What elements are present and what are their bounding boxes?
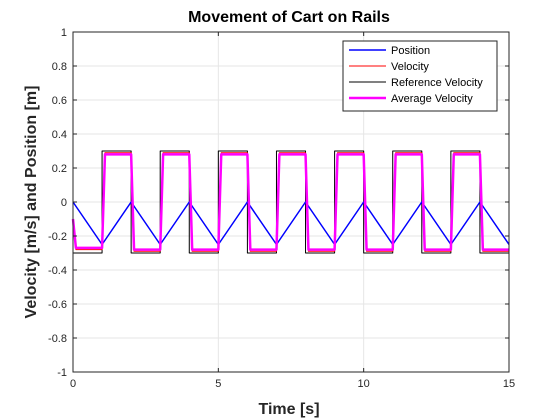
legend-label-reference-velocity: Reference Velocity <box>391 77 483 89</box>
series-line-average-velocity <box>71 153 509 251</box>
x-tick-label: 15 <box>503 378 515 390</box>
y-tick-label: -0.4 <box>48 265 67 277</box>
legend-label-position: Position <box>391 45 430 57</box>
series-layer <box>71 150 510 254</box>
y-tick-label: -0.6 <box>48 299 67 311</box>
x-tick-label: 5 <box>215 378 221 390</box>
series-line-position <box>72 201 510 246</box>
y-tick-label: 0 <box>61 197 67 209</box>
legend-box <box>342 40 498 112</box>
series-line-velocity <box>72 152 509 252</box>
axes: 0 5 10 15 -1 -0.8 -0.6 -0.4 -0.2 0 0.2 0.4 0.6 0.8 1 <box>48 27 515 390</box>
y-tick-label: -0.8 <box>48 333 67 345</box>
y-tick-label: 0.2 <box>52 163 67 175</box>
y-tick-label: -0.2 <box>48 231 67 243</box>
y-axis-label: Velocity [m/s] and Position [m] <box>23 86 40 319</box>
y-tick-label: 0.6 <box>52 95 67 107</box>
legend: Position Velocity Reference Velocity Averag… <box>342 40 498 112</box>
chart-title: Movement of Cart on Rails <box>188 9 390 26</box>
x-tick-label: 0 <box>70 378 76 390</box>
x-axis-label: Time [s] <box>258 401 319 418</box>
legend-label-average-velocity: Average Velocity <box>391 93 473 105</box>
x-tick-label: 10 <box>358 378 370 390</box>
y-tick-label: 1 <box>61 27 67 39</box>
legend-label-velocity: Velocity <box>391 61 429 73</box>
y-tick-label: 0.8 <box>52 61 67 73</box>
series-line-reference-velocity <box>72 150 509 254</box>
y-tick-label: 0.4 <box>52 129 67 141</box>
y-tick-label: -1 <box>57 367 67 379</box>
